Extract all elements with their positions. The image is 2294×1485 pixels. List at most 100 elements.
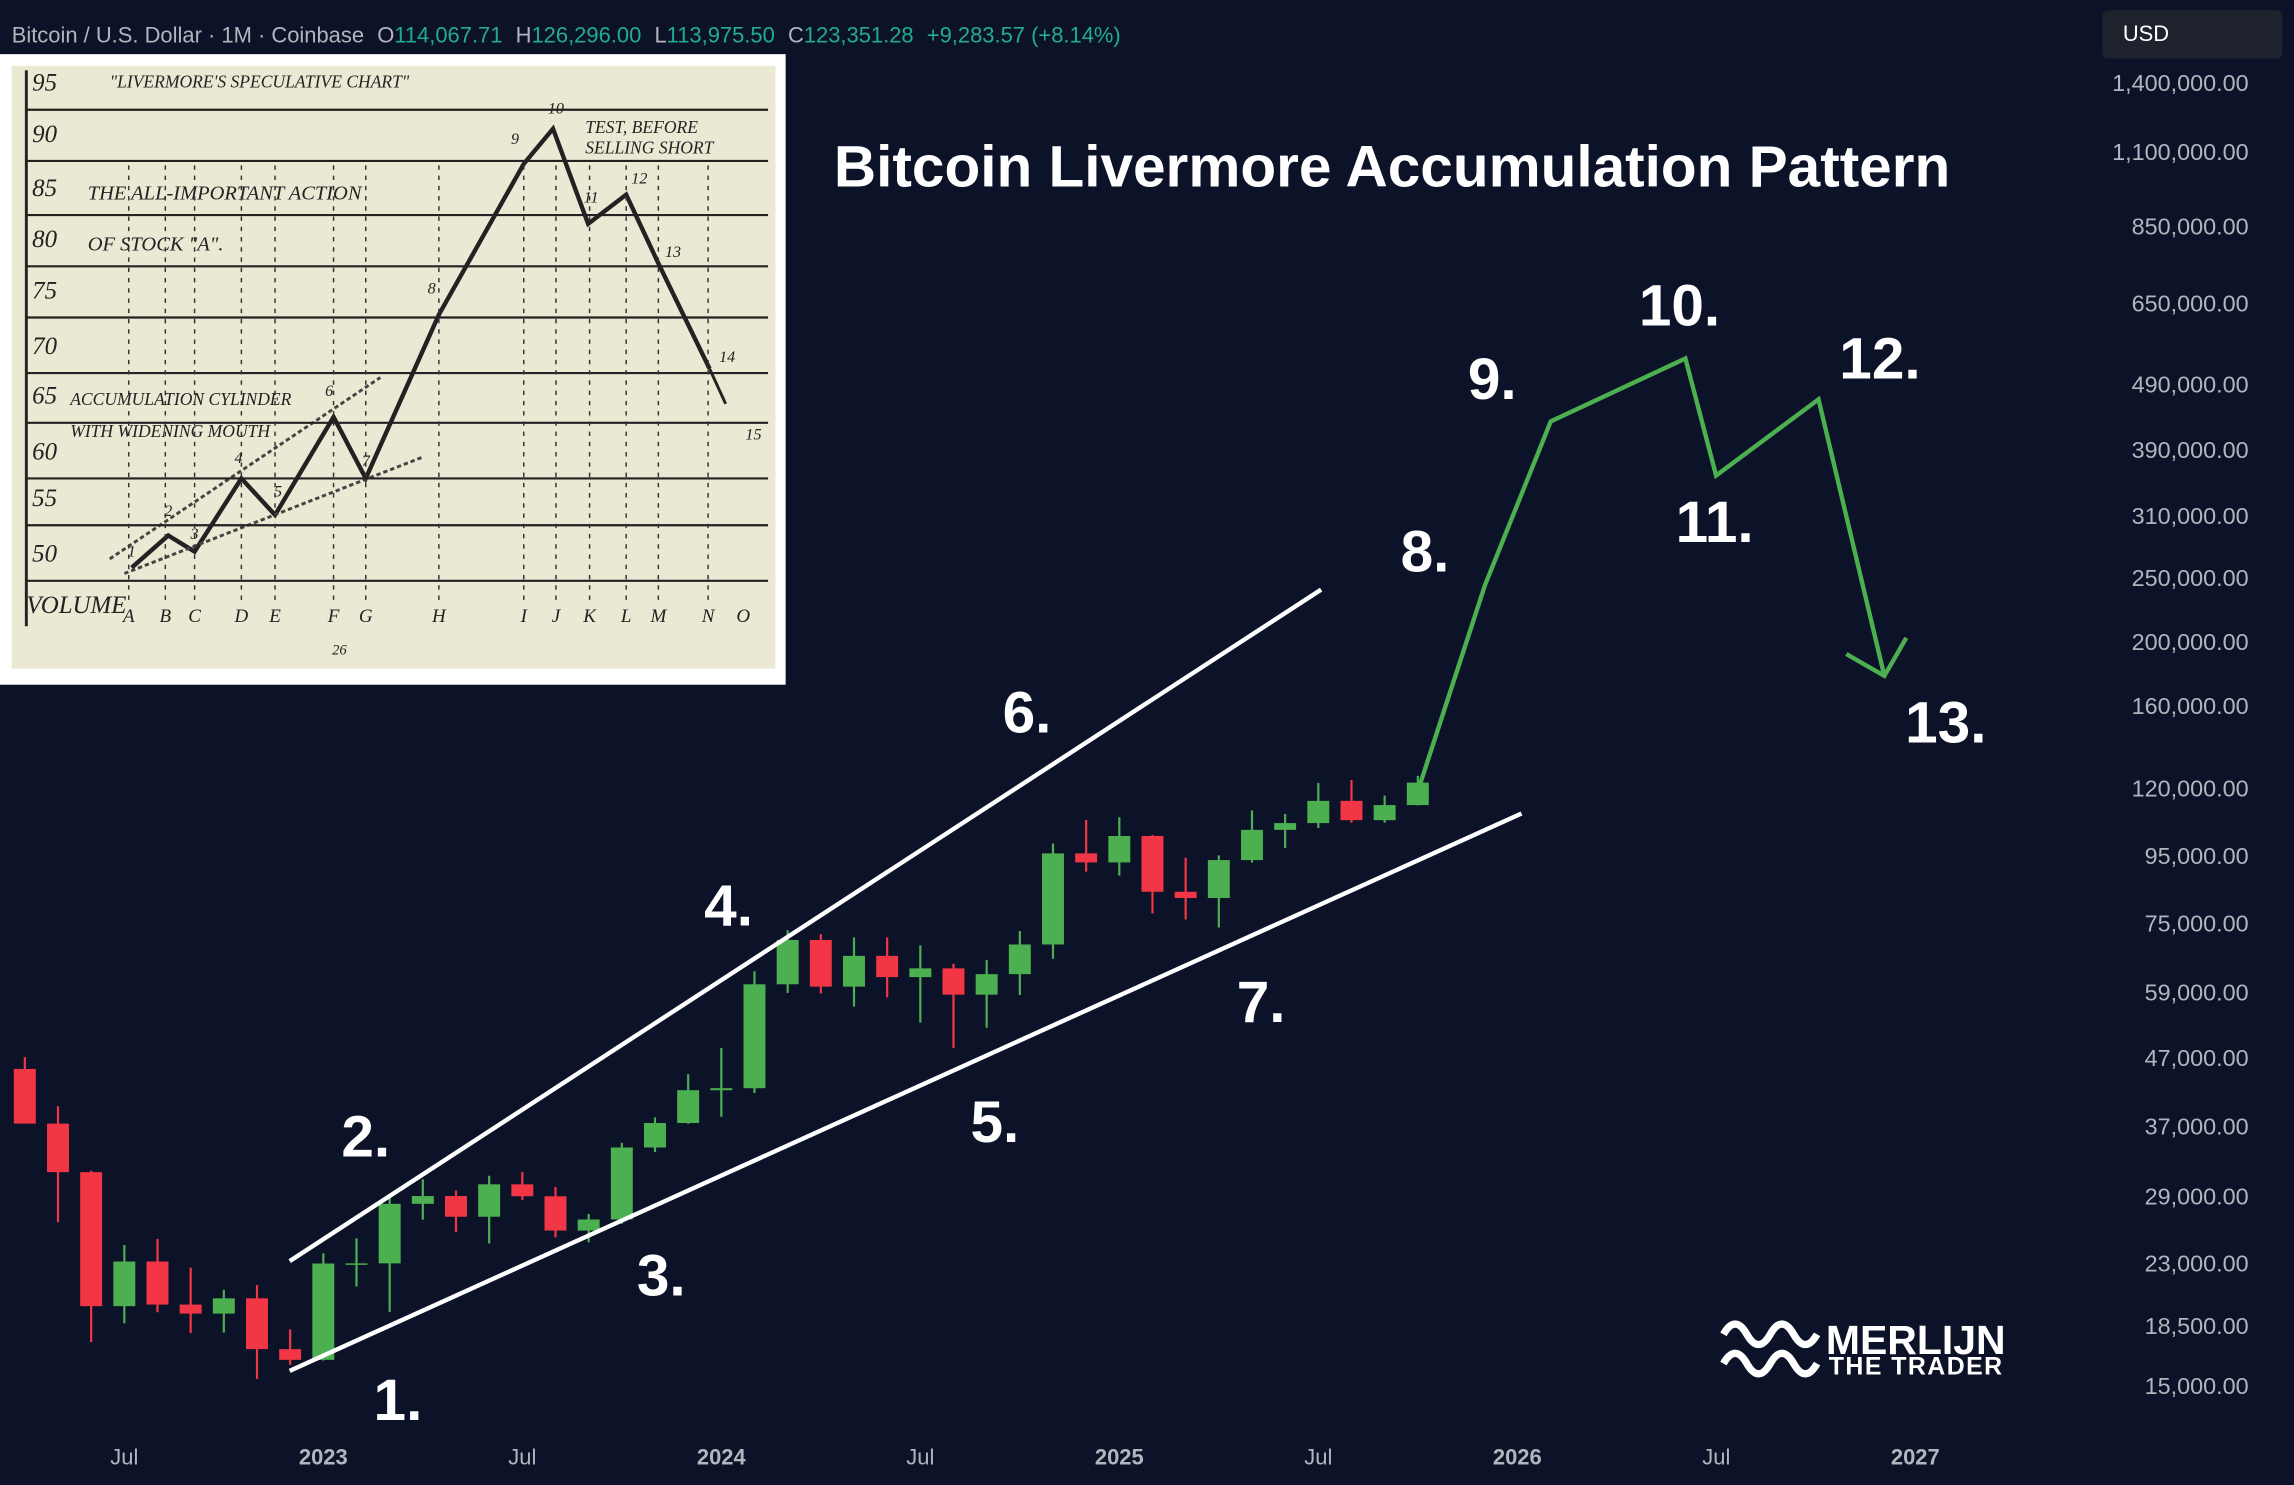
candle-body: [577, 1219, 600, 1231]
candle-body: [13, 1068, 36, 1124]
inset-scale-label: 75: [32, 277, 57, 304]
watermark-tagline: THE TRADER: [1829, 1352, 2004, 1380]
candle-body: [710, 1088, 733, 1091]
inset-letter: D: [234, 606, 249, 627]
candle-body: [544, 1196, 567, 1231]
currency-box: [2102, 10, 2283, 59]
candle-body: [809, 939, 832, 987]
candle-body: [644, 1123, 666, 1148]
pattern-label: 10.: [1639, 274, 1720, 339]
change: +9,283.57 (+8.14%): [927, 22, 1121, 47]
inset-letter: L: [620, 606, 632, 627]
pattern-label: 5.: [970, 1090, 1019, 1155]
inset-point-label: 9: [511, 131, 519, 148]
inset-letter: A: [121, 606, 135, 627]
candle-body: [246, 1298, 268, 1350]
inset-letter: K: [582, 606, 597, 627]
inset-point-label: 2: [164, 503, 172, 520]
inset-letter: H: [431, 606, 447, 627]
inset-letter: E: [268, 606, 281, 627]
pattern-label: 2.: [341, 1105, 390, 1170]
candle-body: [445, 1196, 467, 1217]
inset-point-label: 10: [548, 100, 564, 117]
candle-body: [1174, 891, 1197, 898]
inset-scale-label: 70: [32, 333, 57, 360]
y-tick-label: 1,100,000.00: [2112, 139, 2249, 165]
inset-page: 26: [332, 642, 347, 658]
ohlc-value: 113,975.50: [667, 22, 775, 47]
header-line: Bitcoin / U.S. Dollar · 1M · Coinbase O11…: [12, 22, 1121, 47]
x-tick-label: Jul: [906, 1444, 934, 1469]
inset-letter: C: [188, 606, 201, 627]
y-tick-label: 390,000.00: [2132, 437, 2249, 463]
inset-cylinder: ACCUMULATION CYLINDER: [69, 389, 291, 409]
inset-point-label: 4: [234, 450, 242, 467]
y-tick-label: 23,000.00: [2145, 1250, 2249, 1276]
x-tick-label: 2024: [697, 1444, 747, 1469]
lower-trendline: [288, 811, 1523, 1373]
y-tick-label: 18,500.00: [2145, 1313, 2249, 1339]
chart-title: Bitcoin Livermore Accumulation Pattern: [834, 135, 1950, 200]
candle-body: [1008, 944, 1031, 975]
candle-body: [843, 955, 865, 987]
pattern-label: 9.: [1468, 347, 1517, 412]
watermark-logo: [1720, 1320, 1821, 1378]
inset-letter: B: [160, 606, 172, 627]
ohlc-key: L: [654, 22, 666, 47]
inset-action: THE ALL-IMPORTANT ACTION: [88, 182, 363, 204]
symbol: Bitcoin / U.S. Dollar · 1M · Coinbase: [12, 22, 364, 47]
candle-body: [776, 939, 799, 985]
candle-body: [212, 1298, 235, 1314]
candle-body: [478, 1184, 501, 1217]
pattern-label: 1.: [374, 1368, 423, 1433]
x-tick-label: 2025: [1095, 1444, 1144, 1469]
inset-arrow: [708, 368, 727, 405]
candle-body: [378, 1203, 401, 1264]
candle-body: [113, 1261, 136, 1307]
candle-body: [1108, 836, 1131, 863]
inset-letter: O: [736, 606, 750, 627]
inset-note: TEST, BEFORE: [585, 117, 698, 137]
inset-action: OF STOCK "A".: [88, 234, 224, 256]
ohlc-key: O: [377, 22, 394, 47]
pattern-label: 12.: [1839, 326, 1920, 391]
inset-price-line: [130, 124, 712, 570]
candle-body: [1241, 829, 1263, 861]
projection-arrow: [1845, 636, 1909, 679]
x-tick-label: Jul: [1304, 1444, 1332, 1469]
candle-body: [876, 955, 899, 978]
x-tick-label: 2027: [1891, 1444, 1940, 1469]
inset-point-label: 15: [745, 427, 761, 444]
ohlc-value: 123,351.28: [804, 22, 914, 47]
pattern-label: 8.: [1401, 519, 1450, 584]
pattern-label: 3.: [637, 1244, 686, 1309]
inset-point-label: 13: [665, 244, 681, 261]
inset-letter: I: [520, 606, 529, 627]
inset-point-label: 11: [584, 190, 599, 207]
inset-letter: N: [701, 606, 716, 627]
ohlc-value: 114,067.71: [394, 22, 502, 47]
pattern-label: 4.: [704, 873, 753, 938]
pattern-label: 7.: [1237, 970, 1286, 1035]
candle-body: [942, 968, 965, 995]
inset-scale-label: 55: [32, 485, 57, 512]
pattern-label: 11.: [1676, 490, 1754, 555]
inset-cylinder: WITH WIDENING MOUTH: [70, 421, 271, 441]
y-tick-label: 250,000.00: [2132, 565, 2249, 591]
x-tick-label: Jul: [508, 1444, 536, 1469]
y-tick-label: 310,000.00: [2132, 503, 2249, 529]
inset-letter: F: [327, 606, 340, 627]
y-tick-label: 160,000.00: [2132, 693, 2249, 719]
candles: [13, 775, 1429, 1379]
candle-body: [1406, 782, 1429, 806]
watermark: MERLIJN THE TRADER: [1720, 1317, 2006, 1380]
candle-body: [511, 1184, 534, 1197]
inset-point-label: 8: [428, 280, 436, 297]
x-tick-label: Jul: [110, 1444, 138, 1469]
inset-title: "LIVERMORE'S SPECULATIVE CHART": [110, 71, 410, 91]
y-tick-label: 37,000.00: [2145, 1114, 2249, 1140]
candle-body: [1207, 860, 1230, 898]
y-tick-label: 95,000.00: [2145, 843, 2249, 869]
